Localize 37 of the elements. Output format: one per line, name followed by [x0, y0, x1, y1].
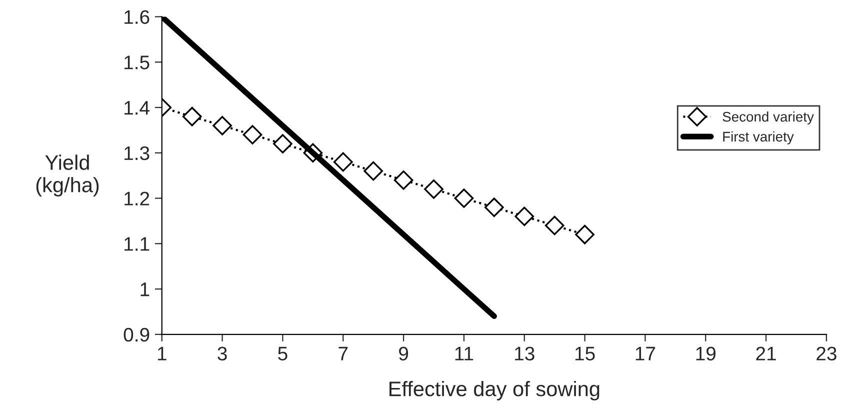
- point: [394, 170, 414, 190]
- y-tick-label: 1.4: [124, 101, 150, 115]
- point: [182, 106, 202, 126]
- x-tick-label: 5: [278, 346, 288, 360]
- x-tick-label: 19: [696, 346, 716, 360]
- x-tick-label: 1: [158, 346, 166, 360]
- y-axis-title: Yield (kg/ha): [36, 154, 99, 196]
- point: [544, 216, 564, 236]
- x-tick-label: 17: [636, 346, 656, 360]
- y-tick-label: 1.3: [124, 146, 150, 160]
- y-tick-label: 1.2: [124, 192, 150, 206]
- legend-label: First variety: [723, 131, 794, 144]
- y-tick-label: 0.9: [124, 328, 150, 342]
- point: [364, 161, 384, 181]
- x-tick-label: 7: [338, 346, 348, 360]
- y-tick-label: 1.6: [124, 10, 150, 24]
- point: [454, 188, 474, 208]
- point: [333, 152, 353, 172]
- x-axis-title: Effective day of sowing: [390, 381, 600, 400]
- legend-label: Second variety: [722, 111, 814, 124]
- x-tick-label: 21: [756, 346, 776, 360]
- point: [575, 224, 594, 244]
- x-tick-label: 15: [575, 346, 595, 360]
- point: [484, 198, 504, 217]
- y-tick-label: 1: [140, 282, 150, 296]
- y-tick-label: 1.1: [124, 237, 150, 251]
- point: [242, 125, 262, 144]
- x-tick-label: 11: [455, 346, 474, 360]
- x-tick-label: 9: [399, 346, 408, 360]
- x-tick-label: 13: [515, 346, 534, 360]
- x-tick-label: 3: [218, 346, 227, 360]
- point: [273, 134, 292, 154]
- y-tick-label: 1.5: [124, 56, 150, 70]
- x-tick-label: 23: [816, 346, 836, 360]
- point: [424, 180, 444, 199]
- point: [514, 206, 534, 226]
- point: [212, 116, 232, 136]
